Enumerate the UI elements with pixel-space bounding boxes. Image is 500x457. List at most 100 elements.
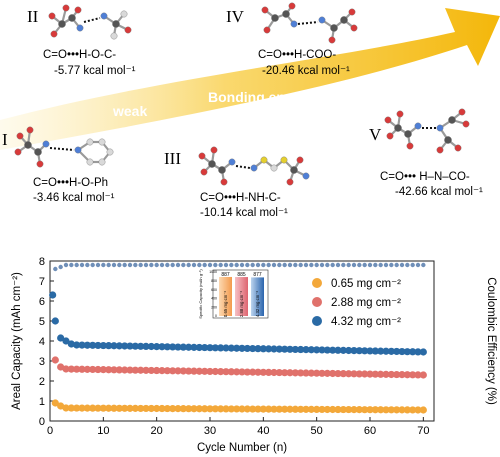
ce-point-c19 — [149, 262, 154, 268]
inset-y-tick-1: 200 — [211, 305, 217, 309]
series-2-point-c10 — [99, 341, 107, 350]
ce-point-c60 — [367, 262, 373, 268]
molecule-II-hbond — [83, 17, 101, 23]
series-0-point-c61 — [371, 406, 379, 414]
series-0-point-c52 — [323, 405, 331, 414]
series-2-point-c40 — [259, 345, 267, 353]
ce-point-c26 — [186, 262, 191, 268]
molecule-II-atom — [74, 6, 82, 14]
legend-marker-2 — [312, 316, 322, 326]
inset-bar-1 — [235, 277, 248, 316]
x-tick-label-1: 10 — [97, 425, 109, 437]
series-2-point-c12 — [110, 342, 118, 350]
ce-point-c33 — [223, 262, 229, 268]
molecule-I-atom — [14, 148, 22, 156]
series-1-point-c9 — [94, 365, 102, 374]
ce-point-c62 — [378, 262, 383, 268]
series-2-point-c61 — [371, 347, 379, 355]
ce-point-c27 — [191, 262, 197, 268]
series-1-point-c46 — [291, 369, 299, 377]
series-2-point-c28 — [195, 343, 203, 352]
series-2-point-c49 — [307, 346, 315, 354]
legend-label-2: 4.32 mg cm⁻² — [331, 316, 401, 328]
series-0-point-c3 — [62, 404, 70, 412]
energy-label-II: -5.77 kcal mol⁻¹ — [54, 65, 136, 77]
molecule-III-atom — [270, 164, 278, 172]
y-tick-label-3: 3 — [39, 356, 45, 368]
y-tick-label-6: 6 — [39, 296, 45, 308]
series-2-point-c70 — [419, 348, 427, 356]
series-2-point-c14 — [121, 342, 129, 350]
series-0-point-c24 — [174, 405, 182, 413]
molecule-IV-atom — [348, 8, 356, 16]
molecule-III-atom — [218, 166, 226, 174]
series-1-point-c45 — [286, 369, 294, 377]
series-0-point-c49 — [307, 405, 315, 413]
series-0-point-c46 — [291, 405, 299, 413]
inset-y-tick-5: 1000 — [209, 270, 217, 274]
inset-value-label-1: 885 — [237, 272, 246, 278]
legend-label-0: 0.65 mg cm⁻² — [331, 278, 401, 290]
molecule-IV-atom — [290, 20, 298, 28]
molecule-III-atom — [250, 164, 258, 172]
series-0-point-c56 — [345, 405, 353, 414]
ce-point-c50 — [314, 262, 319, 268]
series-2-point-c42 — [270, 345, 278, 353]
molecule-IV-atom — [328, 36, 336, 44]
y-tick-label-7: 7 — [39, 276, 45, 288]
series-0-point-c20 — [153, 404, 161, 413]
series-1-point-c28 — [195, 367, 203, 375]
legend-marker-1 — [312, 297, 322, 307]
ce-point-c16 — [133, 262, 138, 268]
series-0-point-c23 — [169, 404, 177, 413]
series-1-point-c53 — [329, 369, 337, 378]
arrow-bonding-energy-label: Bonding energy — [208, 89, 315, 105]
ce-point-c69 — [415, 262, 421, 268]
axis-ticks: 0 10 20 30 40 50 60 70 0 1 2 3 4 5 6 7 8 — [39, 256, 430, 437]
series-1-point-c38 — [249, 368, 257, 376]
series-2-point-c54 — [334, 346, 342, 354]
ce-point-2 — [58, 264, 63, 270]
molecule-IV-atom — [318, 16, 326, 24]
series-0-point-c53 — [329, 405, 337, 414]
bond-label-I: C=O•••H-O-Ph — [33, 177, 108, 189]
series-1-point-c5 — [73, 365, 81, 373]
molecule-V-atom — [436, 124, 444, 132]
series-1-point-c70 — [419, 371, 427, 379]
series-2-point-c36 — [238, 344, 246, 352]
series-2-point-c47 — [297, 345, 305, 354]
molecule-II-atom — [48, 12, 56, 20]
molecule-I-hbond — [49, 147, 75, 151]
series-1-point-c7 — [83, 365, 91, 373]
molecule-II-atom — [110, 32, 118, 40]
molecule-III-hbond — [235, 165, 251, 169]
series-1-point-c69 — [414, 371, 422, 379]
series-0-point-c38 — [249, 405, 257, 413]
ce-point-c51 — [319, 262, 325, 268]
molecule-II-atom — [76, 24, 84, 32]
series-2-point-c44 — [281, 345, 289, 353]
series-2-point-c41 — [265, 345, 273, 353]
energy-label-IV: -20.46 kcal mol⁻¹ — [262, 65, 350, 77]
x-tick-label-6: 60 — [364, 425, 376, 437]
ce-point-c68 — [410, 262, 415, 268]
series-2-point-c7 — [83, 341, 91, 349]
molecule-II — [48, 4, 132, 40]
ce-point-c30 — [207, 262, 213, 268]
series-1-point-c37 — [243, 368, 251, 376]
series-2-point-c16 — [131, 342, 139, 350]
series-2-point-c50 — [313, 346, 321, 354]
ce-point-c22 — [165, 262, 170, 268]
series-0-point-c48 — [302, 405, 310, 413]
molecule-III-atom — [260, 156, 268, 164]
series-1-point-c68 — [409, 371, 417, 379]
x-tick-label-2: 20 — [151, 425, 163, 437]
series-0-point-c33 — [222, 405, 230, 413]
ce-point-c57 — [351, 262, 357, 268]
ce-point-c58 — [357, 262, 362, 268]
series-1-point-c35 — [233, 368, 241, 376]
molecule-I-atom — [16, 132, 24, 140]
ce-point-c29 — [202, 262, 207, 268]
ce-point-c66 — [399, 262, 405, 268]
molecule-I-atom — [98, 158, 106, 166]
